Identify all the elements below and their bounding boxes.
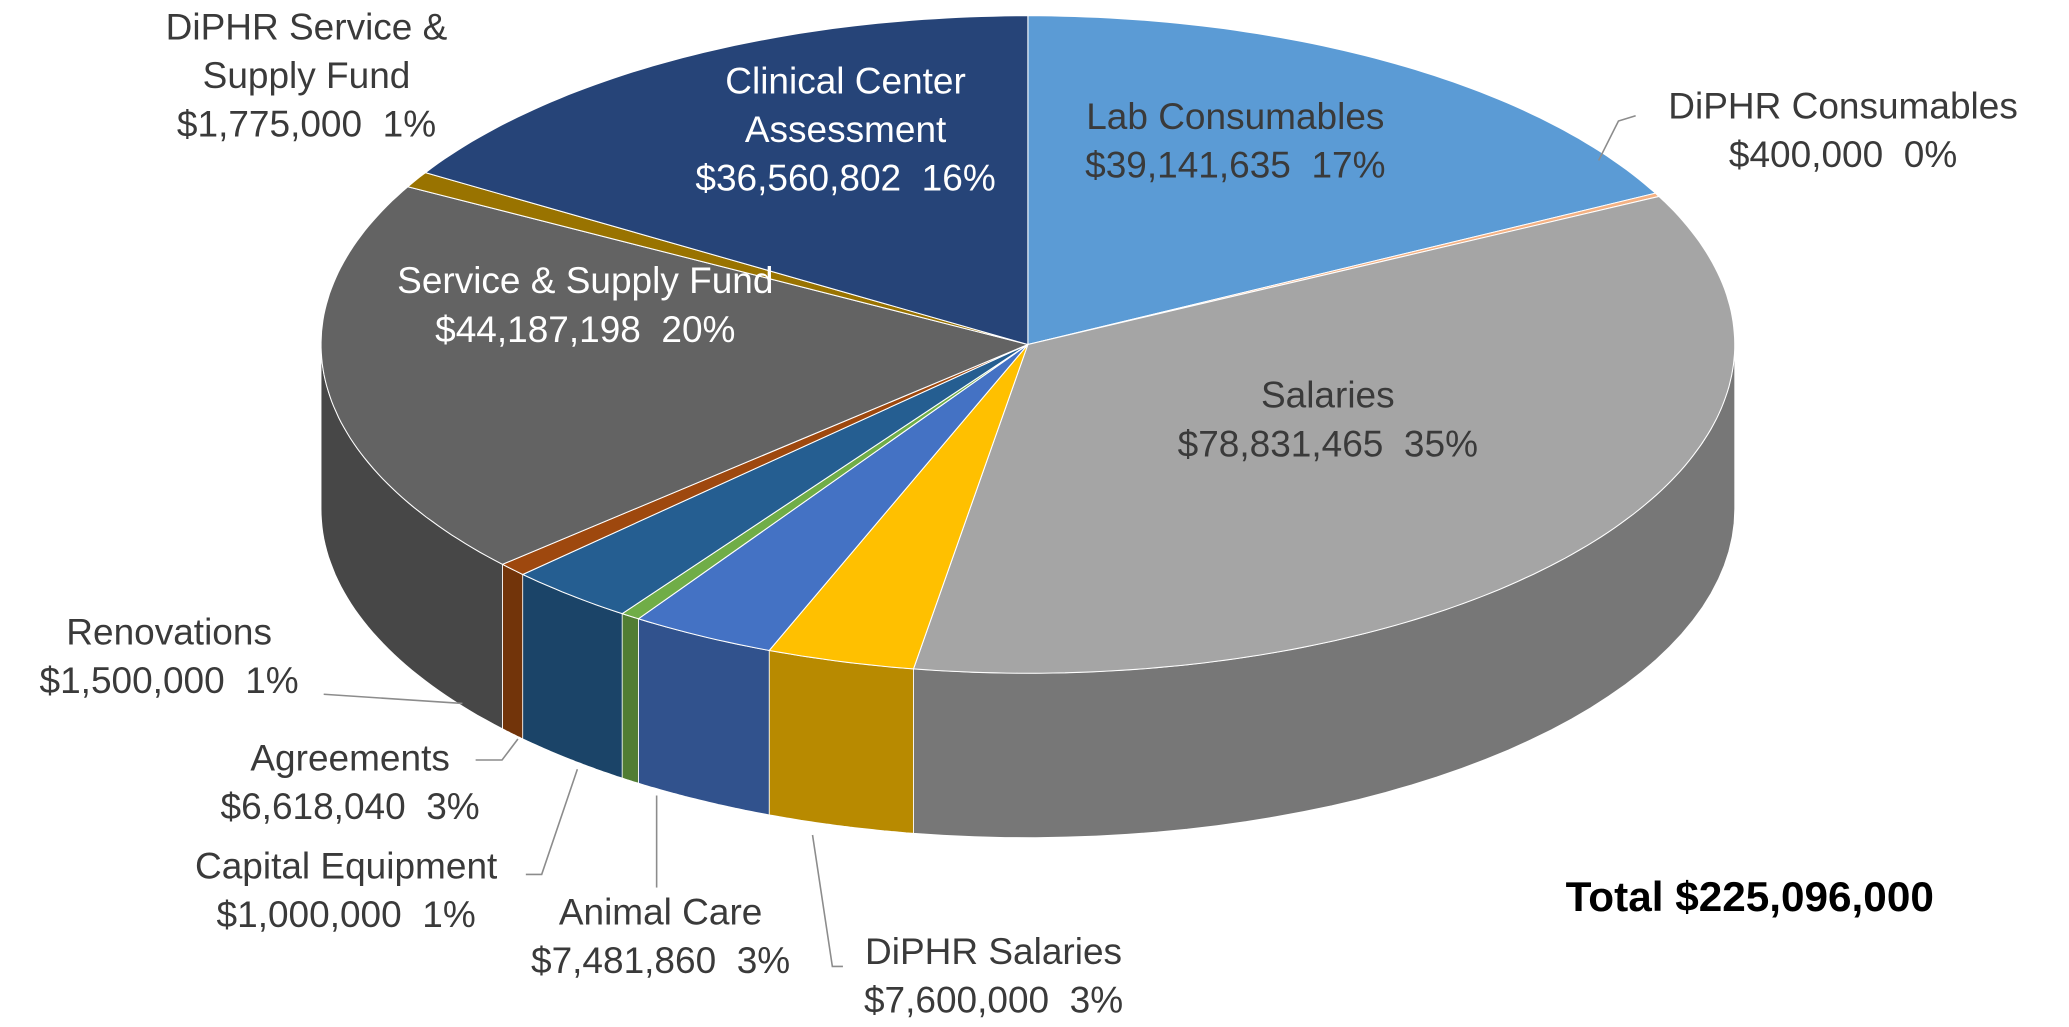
pie-slice (912, 195, 1736, 674)
leader-line (811, 834, 843, 968)
pie-slice-side (638, 618, 770, 816)
slice-name: Capital Equipment (195, 845, 498, 887)
slice-name: DiPHR Service & Supply Fund (165, 6, 458, 96)
slice-name: Lab Consumables (1086, 95, 1385, 137)
pie-slice-side (502, 563, 524, 740)
slice-label: Agreements $6,618,040 3% (192, 734, 509, 831)
pie-slice (521, 344, 1029, 615)
slice-value: $36,560,802 16% (695, 157, 996, 199)
slice-label: DiPHR Service & Supply Fund $1,775,000 1% (122, 3, 492, 149)
slice-value: $44,187,198 20% (435, 309, 736, 350)
slice-label: Renovations $1,500,000 1% (0, 607, 341, 704)
slice-value: $1,775,000 1% (176, 103, 437, 145)
pie-slice (320, 186, 1030, 565)
pie-slice-side (621, 613, 639, 784)
slice-value: $6,618,040 3% (220, 786, 480, 828)
slice-value: $39,141,635 17% (1085, 144, 1386, 186)
slice-name: DiPHR Salaries (865, 930, 1123, 972)
slice-label: Capital Equipment $1,000,000 1% (155, 842, 538, 939)
pie-slice (637, 344, 1029, 652)
slice-label: Salaries $78,831,465 35% (1090, 371, 1566, 468)
slice-label: DiPHR Salaries $7,600,000 3% (822, 927, 1166, 1024)
pie-slice (768, 344, 1029, 670)
slice-value: $7,481,860 3% (530, 940, 791, 981)
slice-name: Service & Supply Fund (397, 260, 774, 302)
slice-label: Lab Consumables $39,141,635 17% (1024, 92, 1447, 189)
slice-value: $78,831,465 35% (1177, 423, 1478, 465)
leader-line (475, 738, 519, 761)
pie-slice (1027, 15, 1657, 346)
slice-name: Renovations (66, 611, 272, 653)
slice-name: Agreements (250, 737, 450, 779)
slice-name: DiPHR Consumables (1668, 85, 2018, 127)
slice-value: $400,000 0% (1728, 134, 1958, 175)
slice-name: Salaries (1260, 374, 1395, 416)
leader-line (1597, 114, 1636, 161)
slice-value: $1,000,000 1% (216, 894, 476, 935)
slice-name: Animal Care (558, 891, 763, 933)
slice-name: Clinical Center Assessment (725, 60, 975, 150)
slice-label: Animal Care $7,481,860 3% (502, 888, 819, 985)
leader-line (525, 768, 579, 876)
slice-label: Service & Supply Fund $44,187,198 20% (347, 256, 823, 353)
slice-label: DiPHR Consumables $400,000 0% (1625, 82, 2061, 179)
pie-slice (424, 15, 1029, 346)
slice-value: $7,600,000 3% (863, 979, 1124, 1021)
total-annotation: Total $225,096,000 (1565, 873, 1934, 921)
slice-value: $1,500,000 1% (39, 660, 299, 701)
leader-line (323, 693, 463, 705)
slice-label: Clinical Center Assessment $36,560,802 16… (661, 57, 1031, 203)
pie-slice-side (768, 650, 914, 834)
